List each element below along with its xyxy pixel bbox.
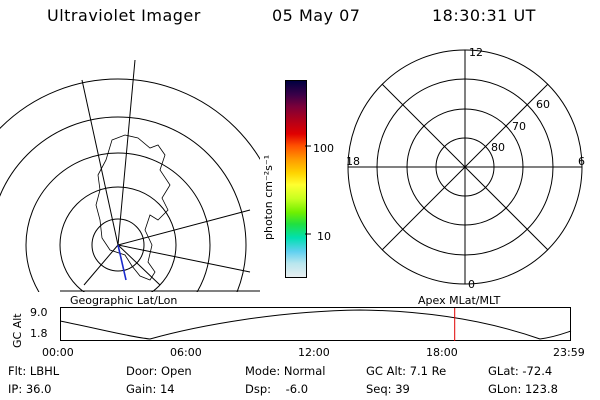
- polar-diagonal: [381, 83, 549, 251]
- lat-ring: [0, 116, 247, 292]
- meridian: [117, 244, 161, 286]
- lat-label-60: 60: [536, 98, 550, 111]
- mlt-label-6: 6: [578, 155, 585, 168]
- app-title: Ultraviolet Imager: [47, 6, 201, 25]
- mlt-label-18: 18: [346, 155, 360, 168]
- lat-ring: [0, 78, 260, 161]
- colorbar-label: photon cm⁻²s⁻¹: [262, 154, 275, 240]
- lat-ring: [91, 218, 145, 272]
- glon-readout: GLon: 123.8: [488, 382, 558, 396]
- date-label: 05 May 07: [272, 6, 361, 25]
- lat-label-80: 80: [491, 141, 505, 154]
- mlt-label-0: 0: [468, 278, 475, 291]
- orbit-plot-frame: [60, 307, 571, 341]
- mlt-label-12: 12: [469, 46, 483, 59]
- orbit-x-tick-2: 12:00: [298, 346, 330, 359]
- door-readout: Door: Open: [126, 364, 192, 378]
- geographic-map: [0, 59, 260, 292]
- lat-ring: [25, 152, 211, 292]
- orbit-x-tick-3: 18:00: [426, 346, 458, 359]
- polar-plot: [347, 49, 583, 285]
- orbit-y-tick-top: 9.0: [30, 306, 48, 319]
- gain-readout: Gain: 14: [126, 382, 175, 396]
- geographic-label: Geographic Lat/Lon: [70, 294, 178, 307]
- meridian: [117, 209, 251, 246]
- coastline: [95, 134, 171, 281]
- meridian: [117, 244, 251, 273]
- orbit-x-tick-4: 23:59: [553, 346, 585, 359]
- filter-readout: Flt: LBHL: [8, 364, 60, 378]
- meridian: [83, 244, 119, 286]
- time-label: 18:30:31 UT: [432, 6, 536, 25]
- orbit-plot: [60, 307, 572, 341]
- apex-label: Apex MLat/MLT: [418, 294, 501, 307]
- orbit-curve: [60, 309, 572, 340]
- colorbar-tick-100: 100: [313, 142, 334, 155]
- gc-alt-readout: GC Alt: 7.1 Re: [366, 364, 447, 378]
- mode-readout: Mode: Normal: [245, 364, 326, 378]
- seq-readout: Seq: 39: [366, 382, 410, 396]
- orbit-x-tick-1: 06:00: [170, 346, 202, 359]
- colorbar: [285, 80, 307, 278]
- lat-ring: [59, 186, 177, 292]
- orbit-x-tick-0: 00:00: [42, 346, 74, 359]
- meridian: [81, 79, 119, 246]
- colorbar-ticks: [305, 145, 311, 235]
- dsp-readout: Dsp: -6.0: [245, 382, 309, 396]
- colorbar-tick-10: 10: [317, 230, 331, 243]
- orbit-y-tick-bottom: 1.8: [30, 327, 48, 340]
- meridian: [117, 59, 136, 246]
- sightline: [117, 244, 127, 281]
- lat-label-70: 70: [512, 120, 526, 133]
- ip-readout: IP: 36.0: [8, 382, 52, 396]
- glat-readout: GLat: -72.4: [488, 364, 553, 378]
- orbit-y-axis-label: GC Alt: [11, 313, 24, 348]
